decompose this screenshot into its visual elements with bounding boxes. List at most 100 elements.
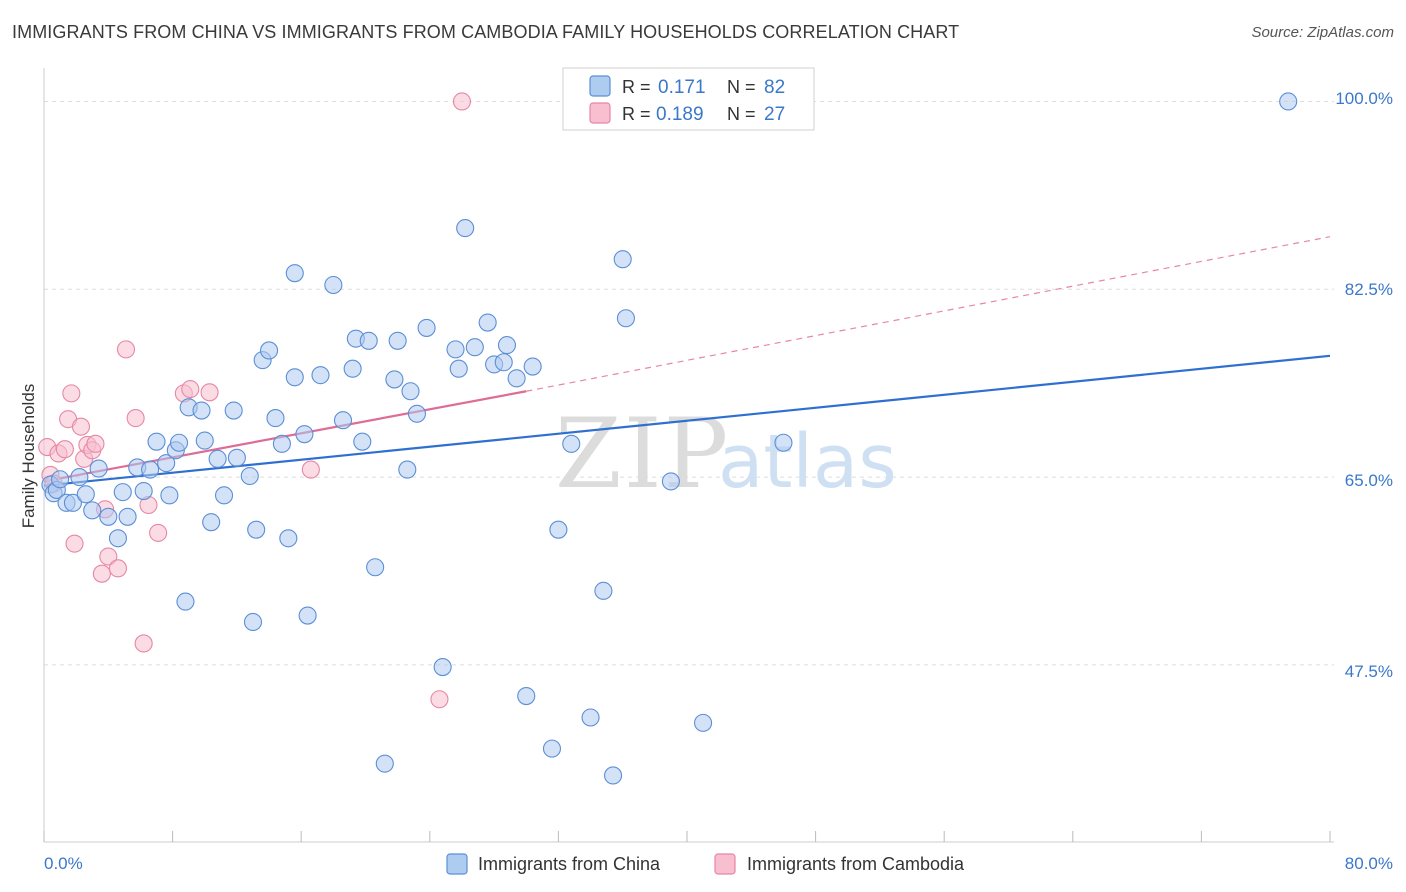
china-point	[298, 606, 317, 625]
china-point	[465, 338, 484, 357]
china-point	[285, 264, 304, 283]
cambodia-point	[99, 547, 118, 566]
china-point	[604, 766, 623, 785]
cambodia-point	[200, 383, 219, 402]
china-point	[542, 739, 562, 758]
china-point	[208, 449, 227, 468]
china-point	[279, 529, 298, 548]
y-tick-label: 100.0%	[1335, 89, 1393, 108]
legend-n-value-cambodia: 27	[764, 104, 785, 125]
cambodia-point	[71, 417, 91, 436]
china-point	[259, 341, 279, 360]
y-tick-label: 82.5%	[1345, 280, 1393, 299]
y-axis-label: Family Households	[19, 384, 38, 529]
china-point	[285, 368, 304, 387]
cambodia-point	[108, 559, 127, 578]
gridlines	[44, 100, 1334, 666]
cambodia-point	[86, 434, 105, 453]
cambodia-point	[134, 634, 153, 653]
china-point	[613, 250, 632, 269]
china-point	[295, 425, 314, 444]
legend-n-value-china: 82	[764, 77, 785, 98]
china-point	[214, 486, 234, 505]
china-point	[1279, 92, 1298, 111]
china-points	[41, 92, 1298, 785]
legend-swatch-cambodia	[589, 102, 611, 124]
china-point	[507, 369, 526, 388]
legend-n-label: N =	[727, 104, 756, 124]
cambodia-point	[126, 409, 145, 428]
china-point	[169, 433, 189, 452]
china-point	[195, 431, 214, 450]
legend-r-label: R =	[622, 77, 651, 97]
china-point	[517, 686, 536, 706]
china-point	[272, 434, 291, 453]
china-point	[417, 318, 436, 337]
trend-line-china	[43, 354, 1331, 487]
bottom-legend-swatch-china	[446, 853, 468, 875]
china-point	[494, 353, 513, 372]
china-point	[523, 357, 542, 376]
cambodia-point	[149, 523, 168, 542]
chart-title: IMMIGRANTS FROM CHINA VS IMMIGRANTS FROM…	[12, 22, 960, 42]
china-point	[324, 275, 343, 295]
watermark-zip: ZIP	[555, 398, 730, 510]
cambodia-point	[92, 564, 111, 583]
china-point	[76, 485, 95, 504]
legend-r-value-china: 0.171	[658, 77, 706, 98]
china-point	[616, 309, 635, 328]
china-point	[227, 448, 246, 467]
china-point	[51, 470, 70, 489]
china-point	[694, 713, 713, 732]
china-point	[388, 331, 407, 350]
source-label: Source: ZipAtlas.com	[1251, 24, 1394, 41]
china-point	[549, 520, 568, 539]
china-point	[366, 558, 385, 577]
china-point	[359, 331, 378, 350]
china-point	[433, 658, 452, 677]
legend-swatch-china	[589, 75, 611, 97]
legend-box: R = 0.171 N = 82 R = 0.189 N = 27	[562, 67, 815, 131]
china-point	[343, 359, 362, 378]
china-point	[247, 520, 266, 539]
china-point	[497, 336, 517, 355]
legend-n-label: N =	[727, 77, 756, 97]
china-point	[661, 472, 680, 491]
x-tick-label-max: 80.0%	[1345, 854, 1393, 873]
y-tick-label: 65.0%	[1345, 471, 1393, 490]
cambodia-point	[301, 460, 320, 479]
china-point	[385, 370, 404, 389]
china-point	[266, 409, 285, 428]
cambodia-point	[116, 340, 136, 359]
china-point	[594, 581, 613, 600]
cambodia-point	[181, 380, 200, 399]
china-point	[147, 432, 166, 451]
china-point	[407, 404, 426, 423]
china-point	[353, 432, 372, 451]
china-point	[157, 454, 176, 473]
china-point	[108, 529, 127, 548]
china-point	[113, 483, 132, 502]
trend-line-cambodia-extension	[526, 236, 1331, 392]
cambodia-point	[55, 440, 74, 459]
china-point	[449, 359, 468, 378]
bottom-legend-label-china: Immigrants from China	[478, 854, 661, 874]
china-point	[118, 507, 137, 526]
legend-r-value-cambodia: 0.189	[656, 104, 704, 125]
china-point	[192, 401, 211, 420]
china-point	[398, 460, 417, 479]
bottom-legend-swatch-cambodia	[714, 853, 736, 875]
y-tick-label: 47.5%	[1345, 662, 1393, 681]
china-point	[83, 501, 102, 520]
bottom-legend: Immigrants from China Immigrants from Ca…	[446, 853, 965, 875]
china-point	[240, 466, 259, 486]
legend-r-label: R =	[622, 104, 651, 124]
x-ticks	[43, 831, 1331, 842]
china-point	[375, 754, 394, 773]
china-point	[63, 493, 82, 512]
china-point	[562, 434, 581, 453]
cambodia-point	[452, 92, 472, 111]
cambodia-point	[65, 534, 84, 553]
x-tick-label-min: 0.0%	[44, 854, 83, 873]
